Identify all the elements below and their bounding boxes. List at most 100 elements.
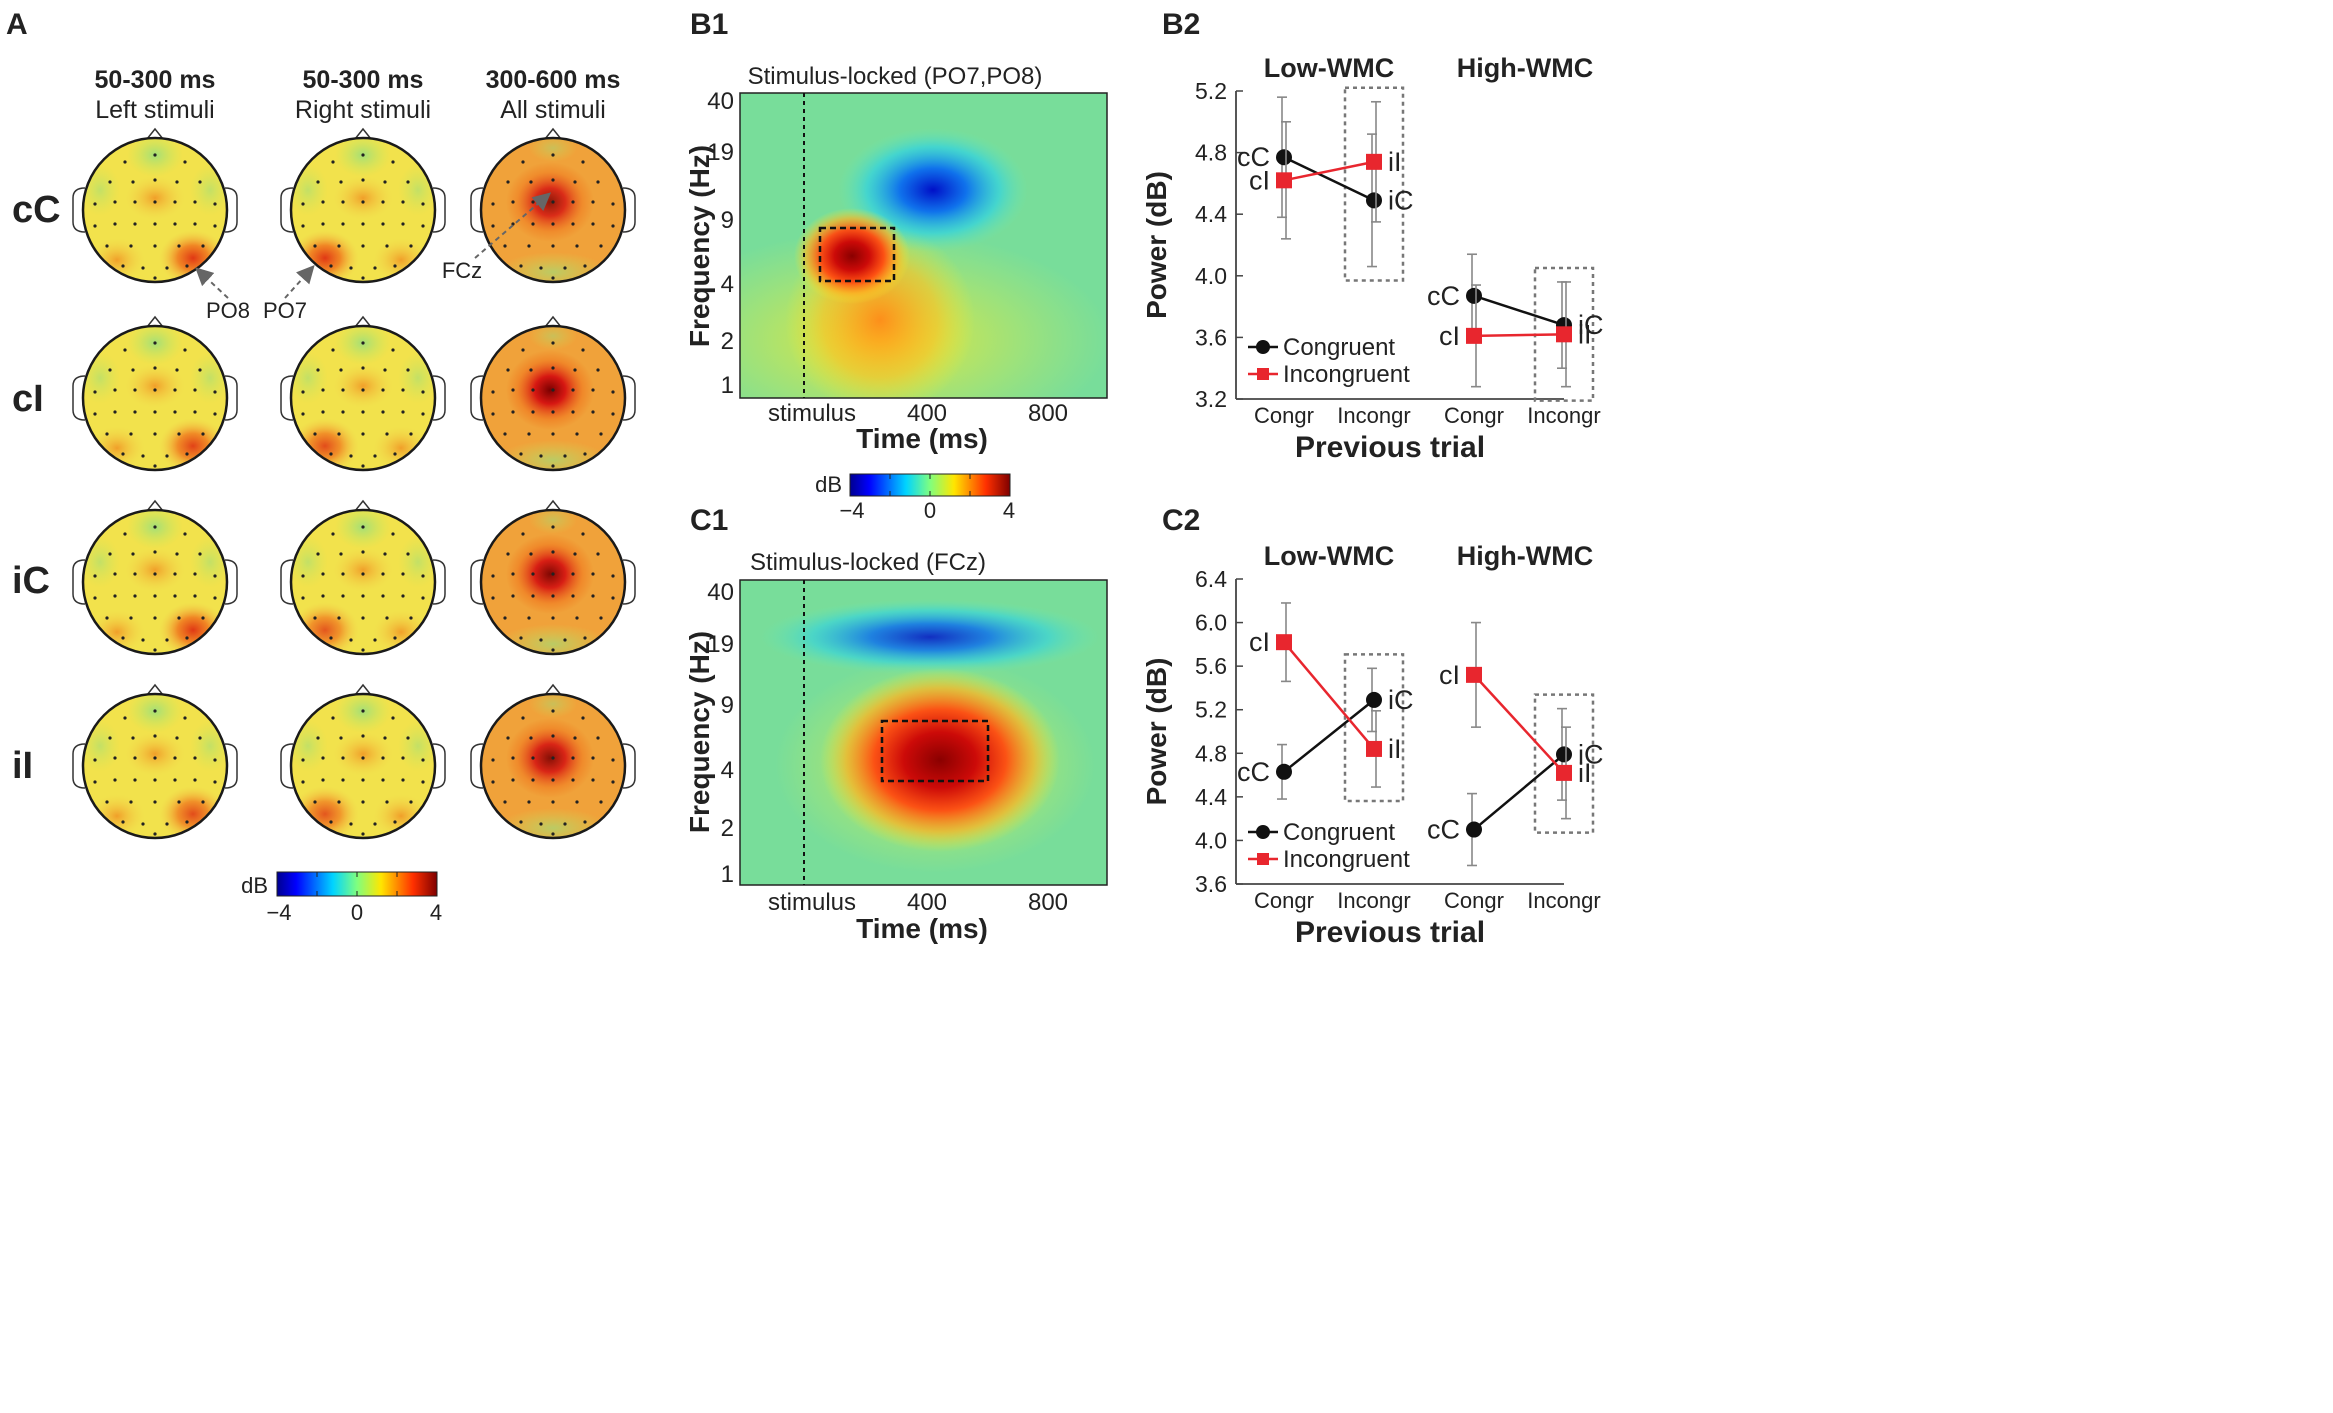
electrode-dot — [131, 180, 135, 184]
cool-spot — [498, 808, 608, 838]
electrode-dot — [153, 756, 157, 760]
electrode-dot — [201, 616, 205, 620]
fcz-label: FCz — [442, 258, 482, 283]
electrode-dot — [185, 452, 189, 456]
left-ear-icon — [72, 375, 86, 421]
electrode-dot — [177, 244, 181, 248]
electrode-dot — [301, 390, 305, 394]
right-ear-icon — [622, 375, 636, 421]
electrode-dot — [573, 552, 577, 556]
electrode-dot — [301, 596, 305, 600]
electrode-dot — [329, 636, 333, 640]
topomap-fill — [83, 138, 227, 282]
electrode-dot — [213, 596, 217, 600]
y-axis-label: Power (dB) — [1141, 171, 1172, 319]
electrode-dot — [153, 153, 157, 157]
tf-colorbar-min: −4 — [839, 498, 864, 523]
electrode-dot — [611, 390, 615, 394]
right-ear-icon — [224, 187, 238, 233]
head-outline — [479, 508, 627, 656]
y-tick-label: 4.0 — [1195, 263, 1227, 289]
nose-icon — [146, 315, 164, 328]
hot-spot — [291, 230, 359, 282]
electrode-dot — [571, 594, 575, 598]
left-ear-icon — [470, 187, 484, 233]
electrode-dot — [361, 778, 365, 782]
electrode-dot — [563, 638, 567, 642]
b1-roi-box — [818, 226, 896, 283]
electrode-dot — [165, 454, 169, 458]
group-title: High-WMC — [1457, 541, 1593, 571]
series-line — [1283, 698, 1375, 773]
x-tick-label: Congr — [1444, 403, 1504, 428]
electrode-dot — [596, 736, 600, 740]
data-point-congruent — [1466, 821, 1482, 838]
electrode-dot — [591, 756, 595, 760]
electrode-dot — [361, 178, 365, 182]
electrode-dot — [611, 596, 615, 600]
y-tick-label: 4.8 — [1195, 140, 1227, 166]
left-ear-icon — [280, 559, 294, 605]
electrode-dot — [519, 820, 523, 824]
topo-colorbar-max: 4 — [430, 900, 442, 925]
electrode-dot — [198, 368, 202, 372]
c1-title: Stimulus-locked (FCz) — [750, 549, 986, 576]
electrode-dot — [183, 716, 187, 720]
electrode-dot — [173, 222, 177, 226]
electrode-dot — [531, 778, 535, 782]
head-outline — [81, 508, 229, 656]
electrode-dot — [108, 180, 112, 184]
electrode-dot — [573, 180, 577, 184]
panel-label-a: A — [6, 8, 28, 41]
head-outline — [289, 508, 437, 656]
c1-ytick: 40 — [707, 579, 734, 606]
electrode-dot — [177, 616, 181, 620]
electrode-dot — [153, 800, 157, 804]
electrode-dot — [105, 244, 109, 248]
electrode-dot — [313, 432, 317, 436]
row-label-ic: iC — [12, 560, 50, 602]
c1-blue-band — [760, 599, 1100, 675]
electrode-dot — [421, 202, 425, 206]
topo-colorbar-ticks — [316, 872, 398, 896]
warm-spot — [125, 364, 185, 408]
electrode-dot — [551, 153, 555, 157]
c1-ytick: 2 — [721, 815, 734, 842]
electrode-dot — [321, 388, 325, 392]
electrode-dot — [401, 756, 405, 760]
electrode-dot — [313, 616, 317, 620]
electrode-dot — [521, 348, 525, 352]
electrode-dot — [341, 778, 345, 782]
electrode-dot — [349, 266, 353, 270]
electrode-dot — [301, 412, 305, 416]
highlight-box — [1533, 693, 1595, 834]
electrode-dot — [213, 758, 217, 762]
electrode-dot — [571, 756, 575, 760]
electrode-dot — [421, 390, 425, 394]
electrode-dot — [563, 822, 567, 826]
electrode-dot — [339, 368, 343, 372]
electrode-dot — [581, 716, 585, 720]
electrode-dot — [361, 222, 365, 226]
electrode-dot — [409, 432, 413, 436]
electrode-dot — [421, 596, 425, 600]
electrode-dot — [611, 224, 615, 228]
point-label: iI — [1388, 147, 1402, 177]
electrode-dot — [409, 244, 413, 248]
electrode-dot — [611, 202, 615, 206]
electrode-dot — [599, 800, 603, 804]
c1-yticks: 40 19 9 4 2 1 — [707, 579, 734, 888]
topomap-fill — [291, 510, 435, 654]
left-ear-icon — [470, 375, 484, 421]
electrode-dot — [177, 800, 181, 804]
tf-colorbar-group: dB −4 0 4 — [815, 472, 1015, 523]
c1-roi-box — [880, 719, 990, 783]
head-outline — [479, 692, 627, 840]
electrode-dot — [108, 736, 112, 740]
data-point-incongruent — [1276, 172, 1292, 189]
row-label-ii: iI — [12, 745, 33, 787]
electrode-dot — [401, 572, 405, 576]
y-tick-label: 4.8 — [1195, 740, 1227, 766]
legend-marker-congruent — [1256, 340, 1270, 354]
electrode-dot — [301, 224, 305, 228]
